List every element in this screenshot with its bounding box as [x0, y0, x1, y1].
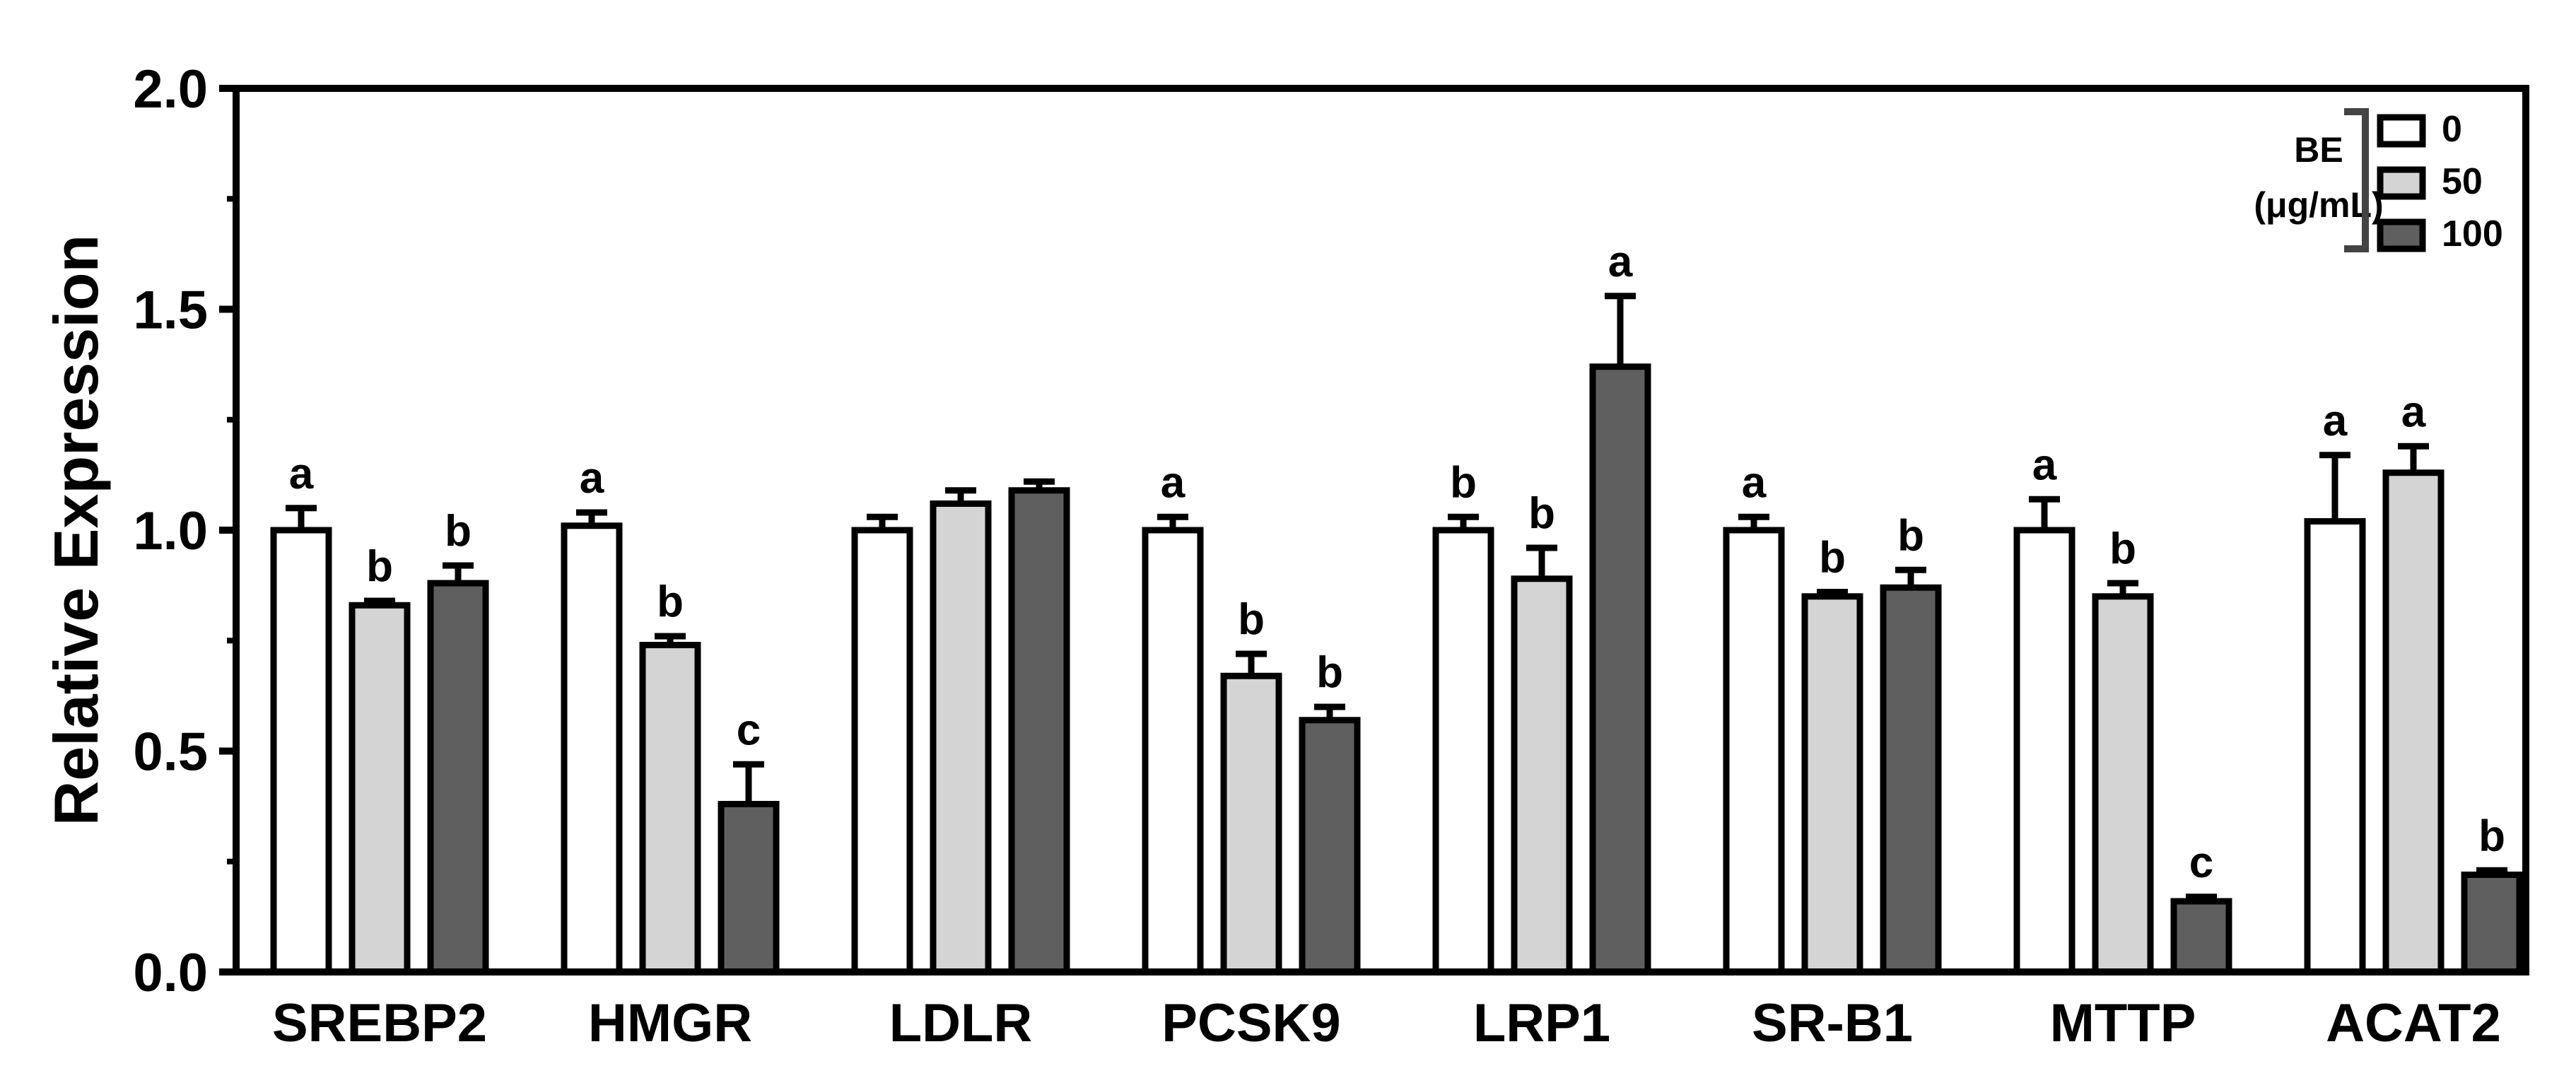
bar-ldlr-series-100: [1008, 487, 1070, 976]
bar-sr-b1-series-50: [1801, 593, 1863, 976]
significance-letter: b: [2109, 525, 2136, 573]
x-tick-label: ACAT2: [2326, 993, 2501, 1053]
legend-label: 0: [2442, 109, 2462, 150]
legend-title-line1: BE: [2294, 130, 2343, 170]
bar-hmgr-series-0: [561, 522, 623, 976]
bar-ldlr-series-0: [851, 527, 913, 976]
significance-letter: a: [1608, 238, 1633, 286]
chart-marks: [270, 293, 2523, 976]
x-tick-label: MTTP: [2050, 993, 2196, 1053]
significance-letter: b: [2478, 812, 2505, 860]
y-axis-label: Relative Expression: [41, 235, 111, 826]
y-axis-ticks: [219, 85, 236, 976]
legend-swatch-50: [2377, 166, 2426, 200]
significance-letter: b: [1450, 458, 1477, 507]
bar-mttp-series-50: [2092, 593, 2154, 976]
bar-srebp2-series-0: [270, 527, 332, 976]
significance-letter: a: [289, 450, 314, 498]
legend-swatch-100: [2377, 218, 2426, 252]
bar-acat2-series-50: [2382, 469, 2445, 976]
y-tick-label: 0.0: [133, 943, 208, 1003]
significance-letter: b: [1528, 489, 1555, 538]
legend-label: 50: [2442, 161, 2483, 202]
bar-acat2-series-100: [2461, 872, 2523, 976]
legend-label: 100: [2442, 213, 2503, 254]
bar-mttp-series-100: [2170, 898, 2232, 976]
significance-letter: b: [366, 542, 393, 591]
bar-hmgr-series-50: [639, 642, 701, 976]
significance-letter: c: [737, 705, 761, 754]
x-tick-label: LRP1: [1473, 993, 1610, 1053]
significance-letter: b: [1897, 511, 1924, 560]
significance-letter: a: [2323, 397, 2348, 445]
legend-swatch-0: [2377, 114, 2426, 148]
y-tick-label: 2.0: [133, 59, 208, 119]
significance-letter: a: [580, 454, 604, 503]
bar-ldlr-series-50: [930, 500, 992, 976]
significance-letter: b: [657, 578, 684, 626]
bar-sr-b1-series-100: [1880, 584, 1942, 976]
bar-pcsk9-series-50: [1220, 672, 1282, 976]
bar-lrp1-series-0: [1432, 527, 1494, 976]
axis-labels: 0.0 0.5 1.0 1.5 2.0 a b b SREBP2 a b c HMGR LDLR a b b PC…: [133, 59, 2505, 1053]
significance-letter: a: [1742, 458, 1767, 507]
bar-pcsk9-series-100: [1299, 717, 1361, 976]
y-tick-label: 1.5: [133, 281, 208, 341]
bar-lrp1-series-50: [1511, 575, 1573, 976]
bar-sr-b1-series-0: [1723, 527, 1785, 976]
x-tick-label: LDLR: [889, 993, 1033, 1053]
significance-letter: a: [1161, 458, 1185, 507]
bar-srebp2-series-100: [427, 580, 489, 976]
y-tick-label: 0.5: [133, 722, 208, 783]
y-tick-label: 1.0: [133, 501, 208, 561]
bar-hmgr-series-100: [718, 801, 780, 976]
bar-pcsk9-series-0: [1142, 527, 1204, 976]
bar-mttp-series-0: [2013, 527, 2076, 976]
x-tick-label: SREBP2: [272, 993, 487, 1053]
significance-letter: a: [2401, 387, 2426, 436]
x-tick-label: SR-B1: [1752, 993, 1913, 1053]
significance-letter: b: [1316, 648, 1343, 697]
x-tick-label: HMGR: [588, 993, 752, 1053]
bar-lrp1-series-100: [1589, 363, 1651, 976]
x-tick-label: PCSK9: [1161, 993, 1340, 1053]
significance-letter: a: [2032, 440, 2057, 489]
legend-bracket: [2344, 108, 2369, 252]
significance-letter: c: [2189, 838, 2213, 887]
significance-letter: b: [1238, 595, 1265, 644]
bar-srebp2-series-50: [349, 602, 411, 976]
significance-letter: b: [445, 507, 472, 556]
significance-letter: b: [1819, 534, 1846, 582]
bar-acat2-series-0: [2304, 518, 2366, 976]
